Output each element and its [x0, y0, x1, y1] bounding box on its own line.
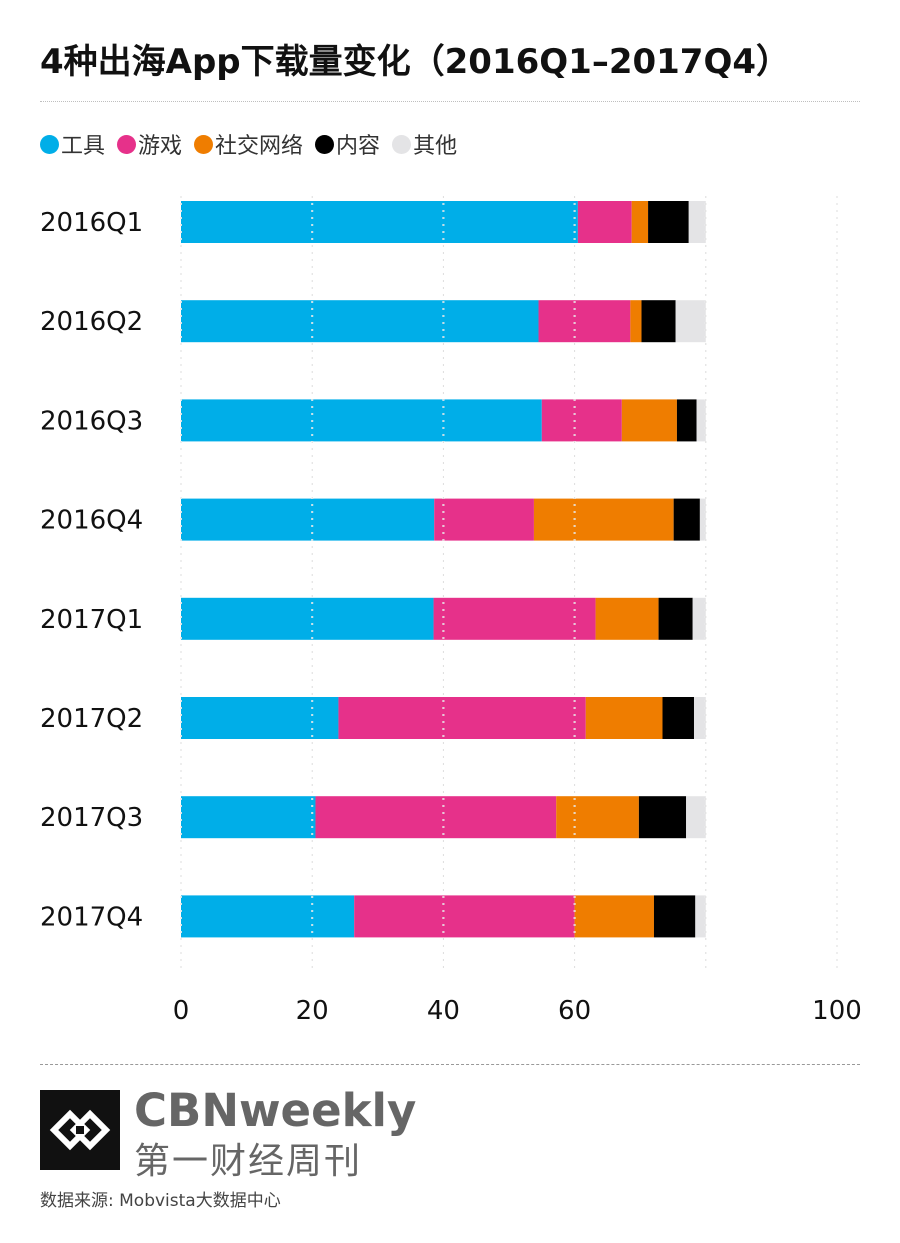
chart-title: 4种出海App下载量变化（2016Q1–2017Q4）: [40, 42, 791, 82]
bar-segment: [662, 697, 694, 739]
x-tick-label: 60: [558, 996, 591, 1026]
legend-label: 内容: [336, 134, 381, 159]
bar-segment: [574, 895, 654, 938]
x-tick-label: 20: [296, 996, 329, 1026]
bar-segment: [556, 796, 639, 839]
legend-item: 其他: [392, 128, 457, 160]
legend-label: 社交网络: [215, 134, 304, 159]
title-divider: [40, 101, 860, 102]
x-tick-label: 0: [173, 996, 190, 1026]
cbnweekly-logo: [40, 1090, 120, 1170]
legend-swatch: [392, 134, 412, 154]
bar-segment: [434, 498, 534, 541]
legend-item: 游戏: [117, 128, 182, 160]
bar-segment: [695, 895, 706, 938]
bar-segment: [688, 201, 706, 243]
data-source: 数据来源: Mobvista大数据中心: [40, 1191, 281, 1211]
bar-segment: [658, 597, 693, 640]
bar-segment: [648, 201, 689, 243]
bar-segment: [181, 399, 542, 442]
legend-label: 工具: [61, 134, 106, 159]
bar-segment: [699, 498, 706, 541]
bar-segment: [621, 399, 677, 442]
bar-segment: [538, 300, 631, 343]
bar-segment: [638, 796, 687, 839]
category-label: 2017Q3: [40, 803, 143, 833]
legend-label: 游戏: [138, 134, 183, 159]
bar-segment: [692, 597, 706, 640]
category-label: 2016Q4: [40, 506, 143, 536]
bar-segment: [181, 300, 539, 343]
bar-segment: [653, 895, 696, 938]
bar-segment: [541, 399, 622, 442]
bar-segment: [181, 201, 578, 243]
category-label: 2017Q4: [40, 902, 143, 932]
stacked-bar-chart: 2016Q1 2016Q2 2016Q3 2016Q4 2017Q1 2017Q2 2017…: [40, 196, 862, 1026]
legend-swatch: [315, 134, 335, 154]
bar-segment: [181, 597, 434, 640]
brand-name-en: CBNweekly: [134, 1084, 417, 1137]
brand-name-cn: 第一财经周刊: [134, 1141, 363, 1182]
footer-divider: [40, 1064, 860, 1065]
x-tick-label: 100: [812, 996, 862, 1026]
bar-segment: [686, 796, 706, 839]
category-label: 2017Q2: [40, 704, 143, 734]
legend-item: 社交网络: [194, 128, 303, 160]
legend-label: 其他: [413, 134, 458, 159]
category-label: 2016Q1: [40, 208, 143, 238]
bar-segment: [675, 300, 706, 343]
bar-segment: [354, 895, 575, 938]
bar-segment: [641, 300, 676, 343]
bar-segment: [181, 796, 316, 839]
legend-item: 内容: [315, 128, 380, 160]
bar-segment: [693, 697, 706, 739]
x-tick-label: 40: [427, 996, 460, 1026]
legend: 工具 游戏 社交网络 内容 其他: [40, 128, 469, 160]
category-label: 2016Q2: [40, 307, 143, 337]
bar-segment: [181, 895, 355, 938]
bar-segment: [676, 399, 697, 442]
bar-segment: [181, 498, 435, 541]
bar-segment: [585, 697, 663, 739]
bar-segment: [533, 498, 674, 541]
bar-segment: [315, 796, 557, 839]
bar-segment: [577, 201, 632, 243]
bar-segment: [631, 201, 649, 243]
bar-segment: [673, 498, 700, 541]
bar-segment: [433, 597, 596, 640]
bar-segment: [696, 399, 706, 442]
legend-item: 工具: [40, 128, 105, 160]
bar-segment: [181, 697, 339, 739]
legend-swatch: [194, 134, 214, 154]
legend-swatch: [40, 134, 59, 154]
legend-swatch: [117, 134, 137, 154]
bar-segment: [630, 300, 642, 343]
bar-segment: [338, 697, 586, 739]
category-label: 2017Q1: [40, 605, 143, 635]
category-label: 2016Q3: [40, 406, 143, 436]
bar-segment: [595, 597, 659, 640]
